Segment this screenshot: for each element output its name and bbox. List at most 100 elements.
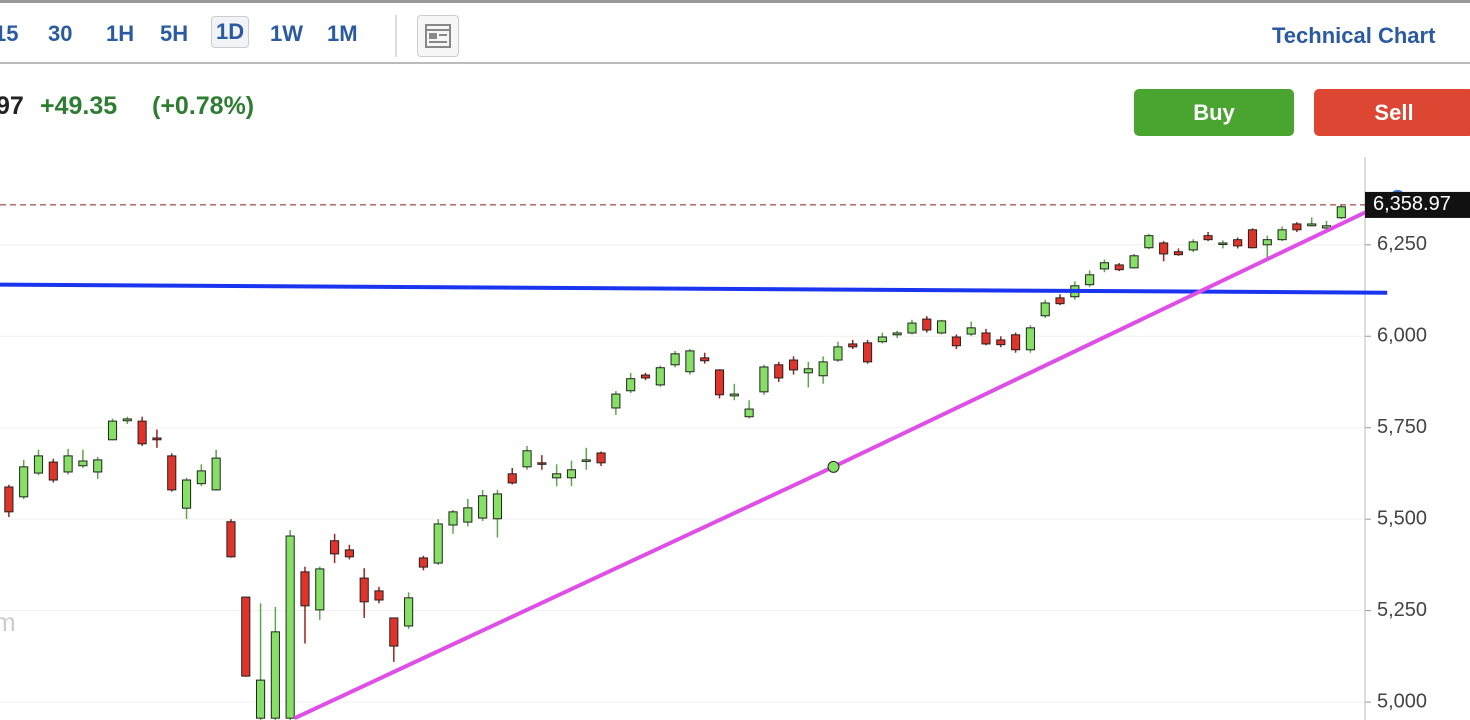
- candle-body: [626, 378, 636, 392]
- interval-button[interactable]: 5H: [160, 21, 189, 46]
- candle-body: [492, 493, 503, 520]
- candle-body: [951, 336, 961, 347]
- candle-body: [1292, 223, 1302, 231]
- watermark: m: [0, 607, 16, 637]
- candle-body: [1011, 334, 1021, 351]
- candle-body: [700, 357, 710, 362]
- candle-body: [1055, 297, 1065, 305]
- interval-button[interactable]: 1W: [270, 21, 303, 46]
- candle-body: [196, 470, 206, 485]
- candle-body: [1085, 274, 1095, 286]
- candle-body: [611, 393, 621, 409]
- candle-body: [818, 361, 828, 377]
- candle-body: [685, 350, 695, 373]
- candle-body: [774, 364, 784, 379]
- candle-body: [1262, 239, 1272, 246]
- candle-body: [167, 455, 177, 491]
- candle-body: [211, 457, 221, 491]
- candle-body: [374, 590, 384, 601]
- candle-body: [566, 469, 577, 479]
- candle-body: [1277, 229, 1287, 241]
- interval-button[interactable]: 1D: [211, 16, 250, 48]
- layout-icon[interactable]: [417, 15, 459, 57]
- y-tick-label: 5,750: [1377, 416, 1427, 438]
- candle-body: [892, 332, 902, 336]
- candle-body: [344, 549, 354, 558]
- candle-body: [137, 420, 147, 445]
- candle-body: [255, 679, 266, 719]
- candle-body: [759, 366, 769, 393]
- candle-body: [655, 367, 665, 386]
- candle-body: [1159, 242, 1169, 255]
- candle-body: [537, 462, 547, 465]
- candle-body: [1114, 264, 1124, 271]
- anchor-point: [827, 460, 840, 473]
- candle-body: [478, 495, 488, 519]
- candle-body: [1203, 235, 1213, 241]
- candle-body: [359, 577, 369, 603]
- candle-body: [714, 369, 725, 396]
- candle-body: [63, 455, 73, 473]
- candle-body: [418, 557, 428, 568]
- candle-body: [226, 521, 236, 558]
- candle-body: [1336, 206, 1346, 219]
- candle-body: [1218, 242, 1228, 245]
- candle-body: [729, 393, 739, 397]
- candle-body: [241, 596, 251, 677]
- candle-body: [552, 473, 562, 479]
- candle-body: [1099, 262, 1110, 270]
- interval-button[interactable]: 15: [0, 21, 19, 46]
- candle-body: [300, 571, 310, 607]
- interval-button[interactable]: 1M: [327, 21, 358, 46]
- technical-chart-link[interactable]: Technical Chart: [1272, 23, 1436, 48]
- interval-button[interactable]: 30: [48, 21, 73, 46]
- y-tick-label: 6,250: [1377, 233, 1427, 255]
- last-price-label: 6,358.97: [1373, 193, 1451, 215]
- candle-body: [78, 460, 88, 467]
- candle-body: [107, 420, 118, 441]
- candle-body: [122, 418, 132, 422]
- candle-body: [596, 452, 606, 464]
- candle-body: [862, 342, 873, 363]
- sell-button[interactable]: Sell: [1314, 89, 1470, 136]
- separator: [395, 15, 397, 57]
- last-price-box: [1365, 191, 1470, 218]
- trend-line: [293, 195, 1399, 720]
- candle-body: [389, 617, 399, 647]
- candle-body: [581, 459, 591, 462]
- candle-body: [19, 466, 29, 498]
- candle-body: [1307, 223, 1317, 227]
- candle-body: [152, 437, 162, 441]
- y-tick-label: 6,000: [1377, 325, 1427, 347]
- change-percent: (+0.78%): [152, 92, 255, 120]
- candle-body: [1188, 241, 1198, 251]
- candle-body: [33, 455, 44, 474]
- candle-body: [848, 343, 858, 348]
- candle-body: [463, 507, 473, 523]
- candle-body: [48, 461, 58, 481]
- candle-body: [330, 540, 340, 555]
- candle-body: [507, 473, 517, 484]
- candle-body: [181, 479, 192, 509]
- candle-body: [1025, 327, 1035, 351]
- candle-body: [522, 450, 532, 468]
- candle-body: [285, 535, 295, 719]
- trend-line: [0, 282, 1388, 295]
- candle-body: [922, 318, 932, 331]
- candle-body: [433, 523, 443, 564]
- price: 97: [0, 92, 24, 120]
- candle-body: [788, 359, 799, 371]
- candle-body: [877, 336, 887, 343]
- candle-body: [996, 339, 1006, 346]
- y-tick-label: 5,250: [1377, 599, 1427, 621]
- y-tick-label: 5,000: [1377, 690, 1427, 712]
- candle-body: [981, 332, 991, 345]
- interval-button[interactable]: 1H: [106, 21, 135, 46]
- candle-body: [937, 320, 947, 334]
- candle-body: [966, 327, 976, 335]
- candle-body: [448, 511, 458, 526]
- candle-body: [907, 322, 917, 334]
- buy-button[interactable]: Buy: [1134, 89, 1294, 136]
